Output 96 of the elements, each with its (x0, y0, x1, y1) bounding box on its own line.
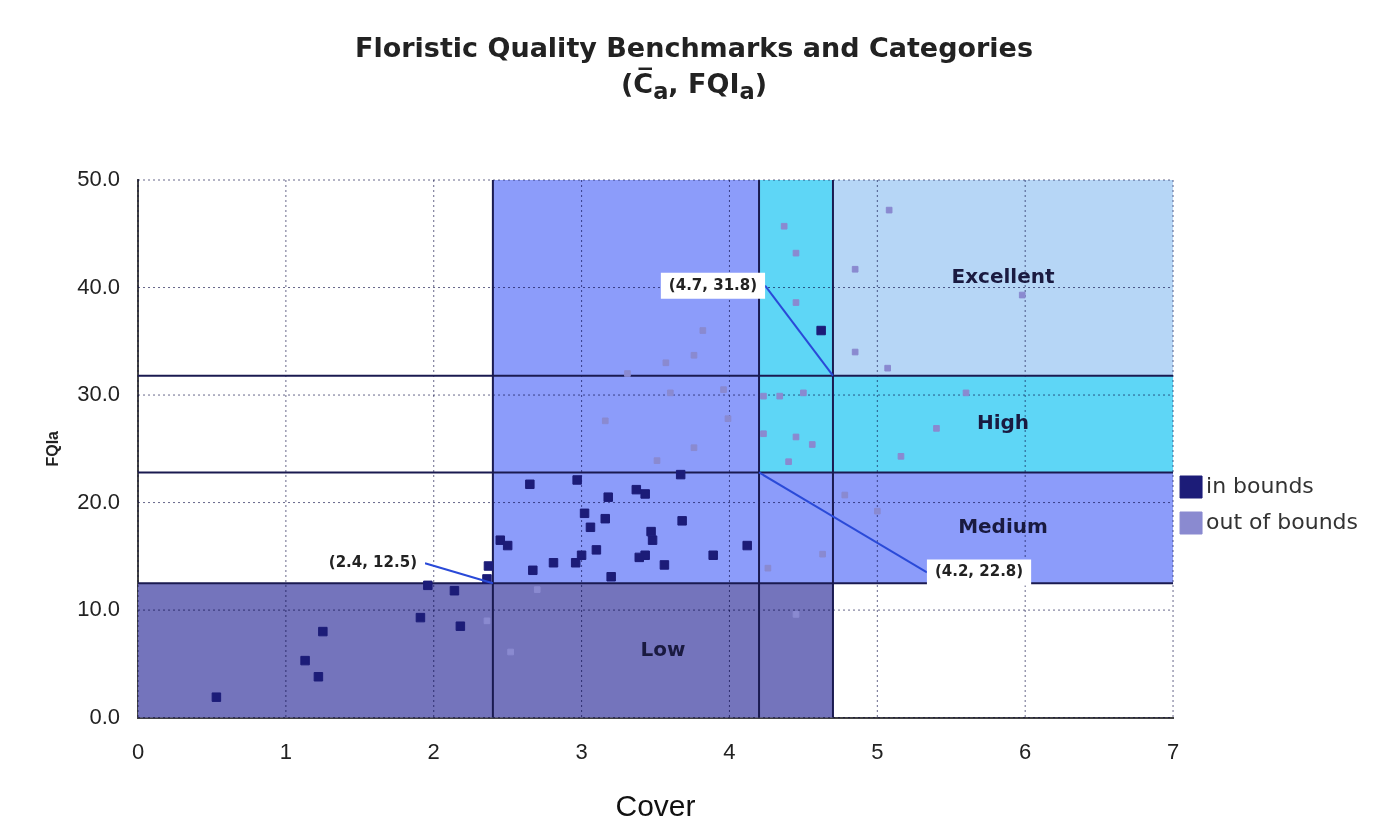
point (659, 560, 670, 570)
point (677, 516, 687, 526)
point (300, 655, 310, 666)
x-tick-label: 0 (131, 738, 145, 764)
y-tick-label: 50.0 (77, 166, 121, 192)
point (483, 561, 494, 571)
y-tick-label: 40.0 (77, 273, 121, 299)
point (603, 492, 613, 502)
point (800, 389, 807, 397)
x-tick-label: 5 (871, 738, 884, 764)
x-tick-label: 6 (1019, 738, 1032, 764)
point (675, 469, 686, 480)
point (318, 626, 328, 637)
point (601, 417, 609, 425)
point (792, 249, 800, 257)
point (690, 351, 698, 359)
point (525, 479, 535, 490)
y-axis-title: FQIa (44, 430, 62, 467)
point (502, 540, 513, 551)
point (776, 392, 784, 400)
point (528, 565, 538, 576)
band-label: Low (640, 636, 686, 661)
point (724, 415, 732, 423)
point (483, 617, 491, 625)
point (760, 392, 767, 400)
point (884, 364, 891, 372)
annotation: (4.2, 22.8) (934, 562, 1024, 581)
point (624, 370, 631, 377)
legend-label: out of bounds (1206, 508, 1359, 534)
point (646, 526, 656, 537)
point (423, 580, 433, 591)
point (653, 457, 661, 464)
point (211, 692, 222, 702)
y-tick-label: 30.0 (77, 381, 121, 407)
point (962, 389, 970, 397)
point (1018, 291, 1026, 299)
point (495, 535, 506, 545)
point (548, 558, 559, 568)
point (742, 540, 752, 551)
y-tick-label: 0.0 (89, 703, 121, 729)
x-tick-label: 1 (279, 738, 292, 764)
point (873, 507, 881, 515)
point (662, 359, 670, 367)
point (570, 558, 581, 568)
point (640, 489, 650, 499)
point (647, 535, 658, 545)
point (760, 430, 767, 438)
chart-title: Floristic Quality Benchmarks and Categories (354, 31, 1034, 65)
annotation: (4.7, 31.8) (668, 275, 758, 294)
band-label: High (976, 410, 1030, 435)
point (666, 389, 674, 397)
point (606, 572, 616, 582)
legend-label: in bounds (1206, 472, 1314, 498)
point (792, 299, 800, 306)
point (576, 550, 587, 560)
x-tick-label: 2 (427, 738, 440, 764)
x-axis-title: Cover (615, 789, 696, 823)
point (897, 453, 905, 460)
point (449, 585, 460, 596)
point (816, 325, 826, 336)
point (699, 327, 707, 334)
band-label: Excellent (951, 264, 1055, 289)
point (533, 586, 541, 593)
y-tick-label: 20.0 (77, 488, 121, 514)
point (579, 508, 590, 519)
point (792, 611, 800, 618)
point (690, 444, 698, 452)
x-tick-label: 3 (575, 738, 588, 764)
point (572, 475, 582, 485)
point (885, 206, 893, 214)
point (841, 491, 849, 499)
chart-subtitle: (C̅$_{a}$, FQI$_{a}$) (620, 66, 768, 107)
x-tick-label: 7 (1166, 738, 1180, 764)
point (415, 612, 426, 623)
point (720, 386, 727, 393)
point (808, 441, 816, 448)
band-label: Medium (958, 514, 1048, 539)
point (455, 621, 466, 631)
point (764, 564, 772, 572)
annotation: (2.4, 12.5) (328, 553, 417, 572)
point (313, 672, 324, 682)
point (819, 550, 826, 558)
x-tick-label: 4 (723, 738, 736, 764)
point (780, 222, 788, 230)
point (851, 348, 859, 356)
point (785, 458, 792, 466)
point (708, 550, 718, 560)
point (933, 425, 940, 432)
y-tick-label: 10.0 (77, 596, 121, 622)
point (600, 513, 610, 524)
point (851, 265, 859, 273)
point (585, 522, 596, 533)
point (792, 433, 800, 441)
point (631, 484, 642, 495)
point (634, 552, 645, 563)
point (591, 545, 602, 555)
